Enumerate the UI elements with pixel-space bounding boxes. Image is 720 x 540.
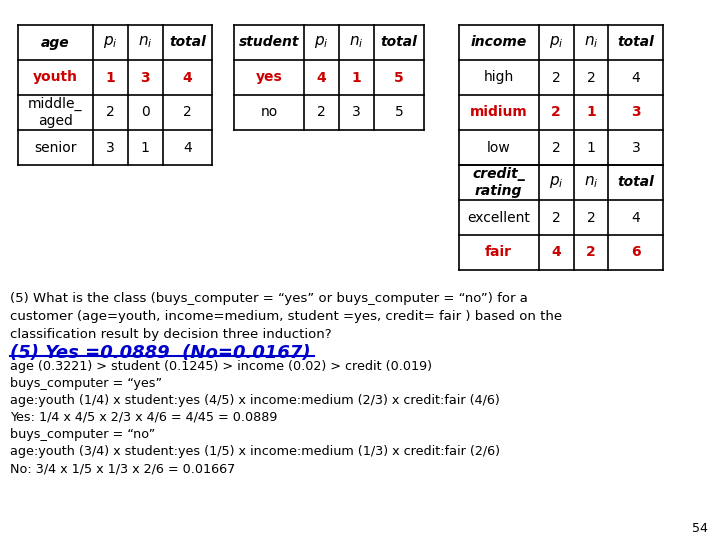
Text: senior: senior — [34, 140, 76, 154]
Text: fair: fair — [485, 246, 512, 260]
Text: 2: 2 — [183, 105, 192, 119]
Text: 3: 3 — [106, 140, 114, 154]
Bar — [459, 25, 663, 165]
Text: total: total — [381, 36, 418, 50]
Text: total: total — [169, 36, 206, 50]
Bar — [235, 25, 424, 130]
Text: $n_i$: $n_i$ — [138, 35, 153, 50]
Text: buys_computer = “yes”: buys_computer = “yes” — [10, 377, 162, 390]
Text: age:youth (1/4) x student:yes (4/5) x income:medium (2/3) x credit:fair (4/6): age:youth (1/4) x student:yes (4/5) x in… — [10, 394, 500, 407]
Text: $n_i$: $n_i$ — [349, 35, 364, 50]
Text: 3: 3 — [631, 140, 640, 154]
Text: 1: 1 — [586, 105, 596, 119]
Text: 4: 4 — [183, 71, 192, 84]
Text: 2: 2 — [552, 211, 560, 225]
Text: 2: 2 — [552, 105, 561, 119]
Text: 4: 4 — [317, 71, 327, 84]
Text: income: income — [471, 36, 527, 50]
Text: age (0.3221) > student (0.1245) > income (0.02) > credit (0.019): age (0.3221) > student (0.1245) > income… — [10, 360, 432, 373]
Text: (5) What is the class (buys_computer = “yes” or buys_computer = “no”) for a
cust: (5) What is the class (buys_computer = “… — [10, 292, 562, 341]
Text: 4: 4 — [631, 71, 640, 84]
Text: 3: 3 — [140, 71, 150, 84]
Text: 2: 2 — [318, 105, 326, 119]
Text: $p_i$: $p_i$ — [103, 35, 117, 51]
Text: 3: 3 — [631, 105, 641, 119]
Text: age:youth (3/4) x student:yes (1/5) x income:medium (1/3) x credit:fair (2/6): age:youth (3/4) x student:yes (1/5) x in… — [10, 445, 500, 458]
Text: 5: 5 — [395, 105, 403, 119]
Text: 2: 2 — [552, 140, 560, 154]
Text: $p_i$: $p_i$ — [549, 174, 563, 191]
Bar — [459, 165, 663, 270]
Text: 3: 3 — [352, 105, 361, 119]
Text: No: 3/4 x 1/5 x 1/3 x 2/6 = 0.01667: No: 3/4 x 1/5 x 1/3 x 2/6 = 0.01667 — [10, 462, 235, 475]
Text: $n_i$: $n_i$ — [584, 174, 598, 191]
Text: 0: 0 — [140, 105, 150, 119]
Text: age: age — [41, 36, 70, 50]
Text: 2: 2 — [587, 211, 595, 225]
Text: excellent: excellent — [467, 211, 530, 225]
Text: low: low — [487, 140, 510, 154]
Text: 5: 5 — [394, 71, 404, 84]
Text: 2: 2 — [587, 71, 595, 84]
Text: 54: 54 — [692, 522, 708, 535]
Text: yes: yes — [256, 71, 283, 84]
Text: 6: 6 — [631, 246, 641, 260]
Text: buys_computer = “no”: buys_computer = “no” — [10, 428, 156, 441]
Text: 2: 2 — [586, 246, 596, 260]
Text: 1: 1 — [105, 71, 115, 84]
Text: 2: 2 — [106, 105, 114, 119]
Text: total: total — [618, 36, 654, 50]
Text: 1: 1 — [587, 140, 595, 154]
Text: total: total — [618, 176, 654, 190]
Text: $n_i$: $n_i$ — [584, 35, 598, 50]
Text: 2: 2 — [552, 71, 560, 84]
Text: credit_
rating: credit_ rating — [472, 167, 525, 198]
Text: middle_
aged: middle_ aged — [28, 97, 83, 127]
Bar — [18, 25, 212, 165]
Text: (5) Yes =0.0889  (No=0.0167): (5) Yes =0.0889 (No=0.0167) — [10, 344, 310, 362]
Text: 1: 1 — [140, 140, 150, 154]
Text: Yes: 1/4 x 4/5 x 2/3 x 4/6 = 4/45 = 0.0889: Yes: 1/4 x 4/5 x 2/3 x 4/6 = 4/45 = 0.08… — [10, 411, 277, 424]
Text: high: high — [484, 71, 514, 84]
Text: $p_i$: $p_i$ — [549, 35, 563, 51]
Text: midium: midium — [470, 105, 528, 119]
Text: student: student — [239, 36, 300, 50]
Text: 4: 4 — [552, 246, 561, 260]
Text: 4: 4 — [183, 140, 192, 154]
Text: youth: youth — [33, 71, 78, 84]
Text: $p_i$: $p_i$ — [315, 35, 329, 51]
Text: no: no — [261, 105, 278, 119]
Text: 4: 4 — [631, 211, 640, 225]
Text: 1: 1 — [351, 71, 361, 84]
